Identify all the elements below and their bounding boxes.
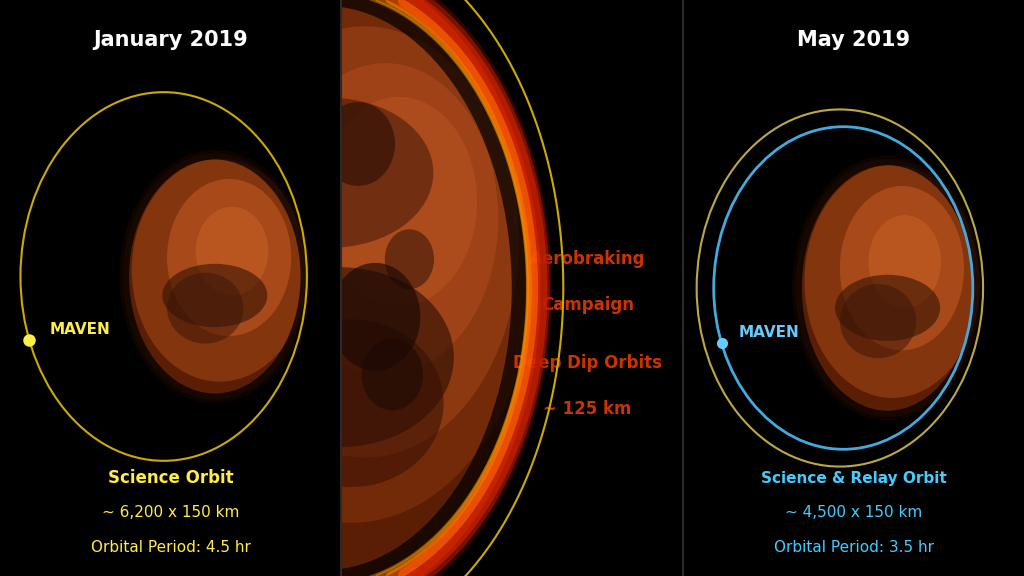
Text: Science Orbit: Science Orbit bbox=[108, 469, 233, 487]
Text: Aerobraking: Aerobraking bbox=[529, 250, 645, 268]
Ellipse shape bbox=[119, 0, 529, 576]
Text: May 2019: May 2019 bbox=[797, 31, 910, 50]
Ellipse shape bbox=[385, 229, 434, 289]
Ellipse shape bbox=[322, 97, 477, 306]
Ellipse shape bbox=[196, 207, 268, 295]
Ellipse shape bbox=[836, 275, 940, 341]
Ellipse shape bbox=[167, 179, 291, 336]
Ellipse shape bbox=[361, 339, 423, 410]
Ellipse shape bbox=[163, 264, 267, 327]
Ellipse shape bbox=[868, 215, 941, 308]
Ellipse shape bbox=[259, 319, 443, 487]
Text: Science & Relay Orbit: Science & Relay Orbit bbox=[761, 471, 946, 486]
Text: Orbital Period: 3.5 hr: Orbital Period: 3.5 hr bbox=[773, 540, 934, 555]
Text: January 2019: January 2019 bbox=[93, 31, 248, 50]
Ellipse shape bbox=[228, 267, 454, 447]
Ellipse shape bbox=[805, 165, 980, 398]
Ellipse shape bbox=[211, 26, 519, 457]
Text: ~ 125 km: ~ 125 km bbox=[543, 400, 632, 418]
Text: Campaign: Campaign bbox=[541, 296, 634, 314]
Text: ~ 4,500 x 150 km: ~ 4,500 x 150 km bbox=[784, 505, 923, 520]
Ellipse shape bbox=[167, 0, 536, 523]
Ellipse shape bbox=[228, 98, 433, 248]
Ellipse shape bbox=[120, 150, 310, 403]
Ellipse shape bbox=[840, 284, 916, 358]
Text: Deep Dip Orbits: Deep Dip Orbits bbox=[513, 354, 662, 372]
Text: Orbital Period: 4.5 hr: Orbital Period: 4.5 hr bbox=[90, 540, 251, 555]
Ellipse shape bbox=[167, 272, 244, 344]
Text: ~ 6,200 x 150 km: ~ 6,200 x 150 km bbox=[101, 505, 240, 520]
Ellipse shape bbox=[322, 102, 395, 186]
Ellipse shape bbox=[793, 156, 983, 420]
Ellipse shape bbox=[330, 263, 420, 371]
Ellipse shape bbox=[132, 158, 307, 382]
Text: MAVEN: MAVEN bbox=[738, 325, 800, 340]
Ellipse shape bbox=[840, 186, 964, 350]
Text: MAVEN: MAVEN bbox=[49, 322, 111, 337]
Ellipse shape bbox=[272, 63, 499, 374]
